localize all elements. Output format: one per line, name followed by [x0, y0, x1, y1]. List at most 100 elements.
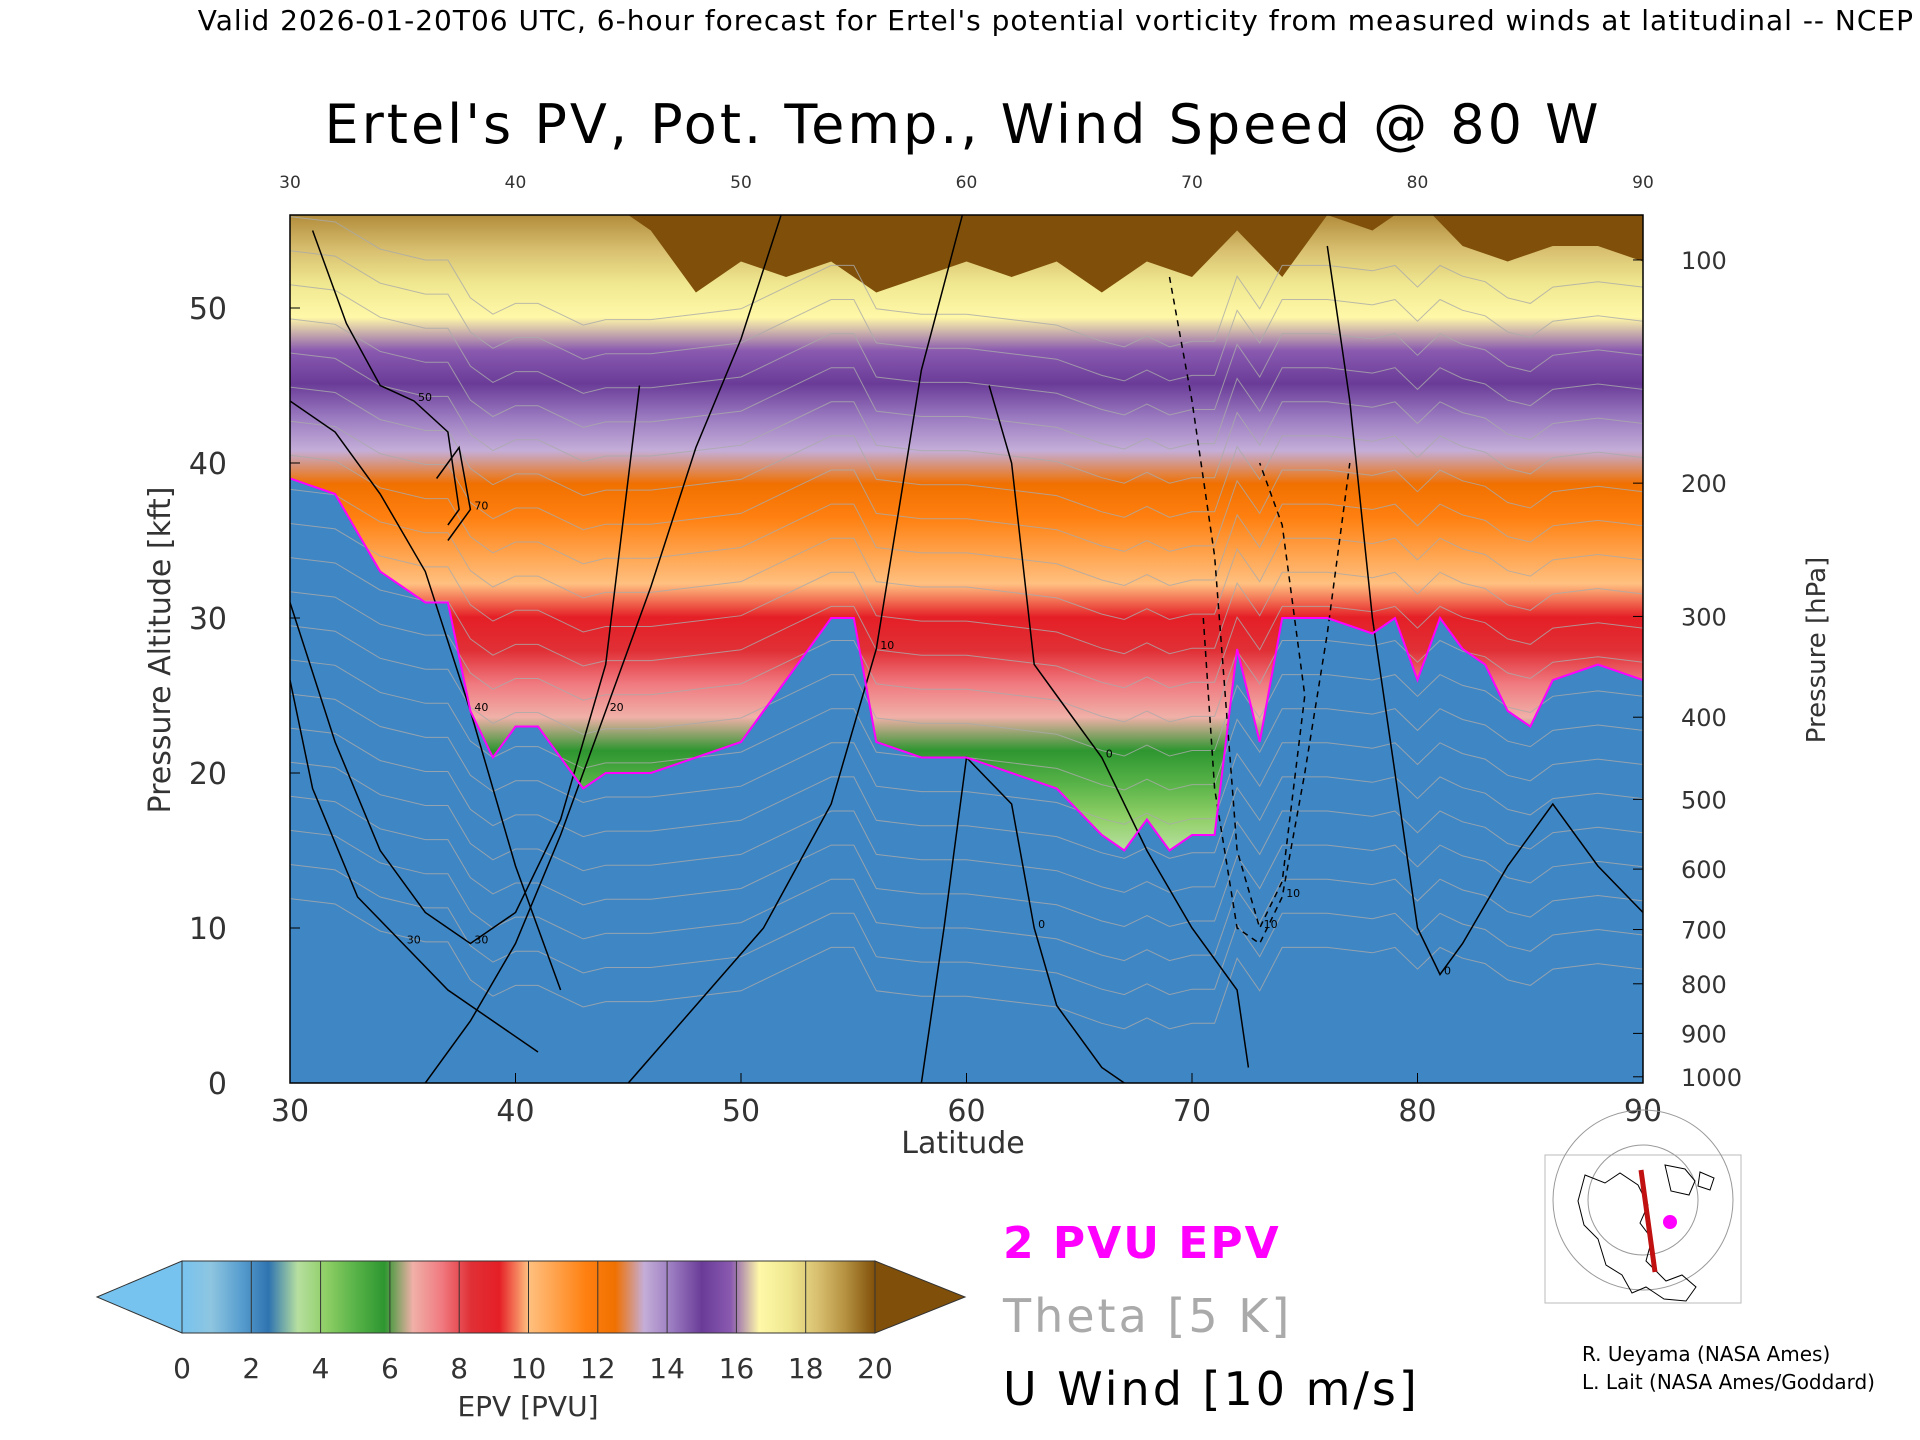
theta-contour-line — [290, 864, 1643, 996]
y-axis-right: 100 200 300 400 500 600 700 800 900 1000 — [1633, 247, 1742, 1092]
y-tick-label: 10 — [189, 912, 227, 947]
wind-contour-label: 30 — [407, 934, 421, 947]
x-tick-label-top: 30 — [279, 173, 301, 193]
colorbar-tick-label: 6 — [381, 1352, 399, 1385]
map-graticule — [1552, 1109, 1734, 1291]
wind-contour-label: 10 — [1286, 887, 1300, 900]
colorbar-tick-label: 4 — [312, 1352, 330, 1385]
wind-contour-label: 0 — [1106, 748, 1113, 761]
map-location-dot — [1663, 1215, 1677, 1229]
validity-text: Valid 2026-01-20T06 UTC, 6-hour forecast… — [197, 4, 1914, 37]
wind-contour-label: 50 — [418, 391, 432, 404]
pv-2pvu-line — [290, 477, 1643, 852]
y-axis-label-right: Pressure [hPa] — [1802, 557, 1832, 744]
y-right-tick-label: 500 — [1681, 786, 1727, 814]
colorbar-tick-label: 12 — [580, 1352, 616, 1385]
wind-contour-label: 40 — [474, 701, 488, 714]
theta-contour-line — [290, 659, 1643, 791]
wind-contour-line — [290, 385, 641, 945]
x-tick-label: 60 — [947, 1094, 985, 1129]
legend-theta: Theta [5 K] — [1002, 1289, 1292, 1343]
theta-contour-line — [290, 898, 1643, 1030]
theta-contour-line — [290, 454, 1643, 587]
y-tick-label: 50 — [189, 292, 227, 327]
wind-contour-line — [311, 230, 460, 526]
colorbar-tick-label: 14 — [649, 1352, 685, 1385]
y-right-tick-label: 400 — [1681, 704, 1727, 732]
y-tick-label: 20 — [189, 757, 227, 792]
y-tick-label: 0 — [208, 1067, 227, 1102]
x-tick-label-top: 50 — [730, 173, 752, 193]
x-tick-label: 30 — [271, 1094, 309, 1129]
y-axis-left: 0 10 20 30 40 50 — [189, 292, 300, 1102]
legend-pv: 2 PVU EPV — [1003, 1218, 1281, 1269]
y-right-tick-label: 100 — [1681, 247, 1727, 275]
wind-contour-label: 0 — [1444, 965, 1451, 978]
pv-high-cap — [628, 215, 1643, 293]
map-graticule-inner — [1587, 1144, 1699, 1256]
colorbar-tick-label: 20 — [857, 1352, 893, 1385]
credit-line-2: L. Lait (NASA Ames/Goddard) — [1582, 1370, 1875, 1394]
wind-contour-label: 20 — [610, 701, 624, 714]
y-right-tick-label: 300 — [1681, 603, 1727, 631]
x-axis-top: 30 40 50 60 70 80 90 — [279, 173, 1654, 193]
theta-contour-line — [290, 523, 1643, 655]
wind-contour-line — [435, 445, 472, 541]
y-right-tick-label: 200 — [1681, 470, 1727, 498]
theta-contour-line — [290, 386, 1643, 518]
theta-contour-line — [290, 318, 1643, 450]
chart-title: Ertel's PV, Pot. Temp., Wind Speed @ 80 … — [324, 93, 1601, 156]
x-tick-label: 40 — [496, 1094, 534, 1129]
theta-contour-line — [290, 693, 1643, 825]
theta-contour-line — [290, 420, 1643, 552]
x-tick-label-top: 80 — [1407, 173, 1429, 193]
colorbar-tick-label: 2 — [242, 1352, 260, 1385]
x-axis-label: Latitude — [901, 1126, 1024, 1161]
map-coastline — [1577, 1164, 1715, 1302]
theta-contour-line — [290, 216, 1643, 348]
theta-contour-line — [290, 761, 1643, 893]
x-axis-bottom: 30 40 50 60 70 80 90 — [271, 1073, 1662, 1129]
x-tick-label-top: 40 — [505, 173, 527, 193]
wind-contour-label: 10 — [880, 639, 894, 652]
x-tick-label-top: 90 — [1632, 173, 1654, 193]
x-tick-label: 70 — [1173, 1094, 1211, 1129]
x-tick-label-top: 60 — [956, 173, 978, 193]
colorbar-ticks: 0 2 4 6 8 10 12 14 16 18 20 — [173, 1261, 893, 1385]
wind-contour-line — [988, 385, 1250, 1068]
x-tick-label: 50 — [722, 1094, 760, 1129]
y-axis-label-left: Pressure Altitude [kft] — [143, 487, 178, 814]
y-right-tick-label: 700 — [1681, 917, 1727, 945]
x-tick-label-top: 70 — [1181, 173, 1203, 193]
theta-contour-line — [290, 625, 1643, 757]
colorbar-tick-label: 0 — [173, 1352, 191, 1385]
colorbar-tick-label: 10 — [511, 1352, 547, 1385]
colorbar-low-arrow — [95, 1260, 183, 1334]
colorbar-high-arrow — [874, 1260, 967, 1334]
y-right-tick-label: 1000 — [1681, 1064, 1742, 1092]
map-cross-section-track — [1638, 1169, 1658, 1273]
wind-contour-line — [290, 679, 539, 1053]
wind-contour-line — [1202, 462, 1351, 945]
locator-map — [1544, 1109, 1742, 1304]
validity-header: Valid 2026-01-20T06 UTC, 6-hour forecast… — [0, 4, 1920, 37]
x-tick-label: 80 — [1398, 1094, 1436, 1129]
wind-contour-line — [1168, 276, 1306, 931]
theta-contour-line — [290, 795, 1643, 928]
theta-contour-line — [290, 352, 1643, 484]
wind-contour-label: 70 — [474, 500, 488, 513]
wind-contour-line — [290, 400, 562, 991]
legend-wind: U Wind [10 m/s] — [1003, 1362, 1420, 1416]
theta-contours — [290, 216, 1643, 1030]
colorbar: 0 2 4 6 8 10 12 14 16 18 20 EPV [PVU] — [95, 1260, 967, 1423]
colorbar-label: EPV [PVU] — [457, 1390, 598, 1423]
theta-contour-line — [290, 829, 1643, 962]
y-right-tick-label: 600 — [1681, 856, 1727, 884]
x-tick-label: 90 — [1624, 1094, 1662, 1129]
wind-contour-line — [627, 215, 964, 1083]
theta-contour-line — [290, 250, 1643, 382]
wind-contour-label: 0 — [1038, 918, 1045, 931]
